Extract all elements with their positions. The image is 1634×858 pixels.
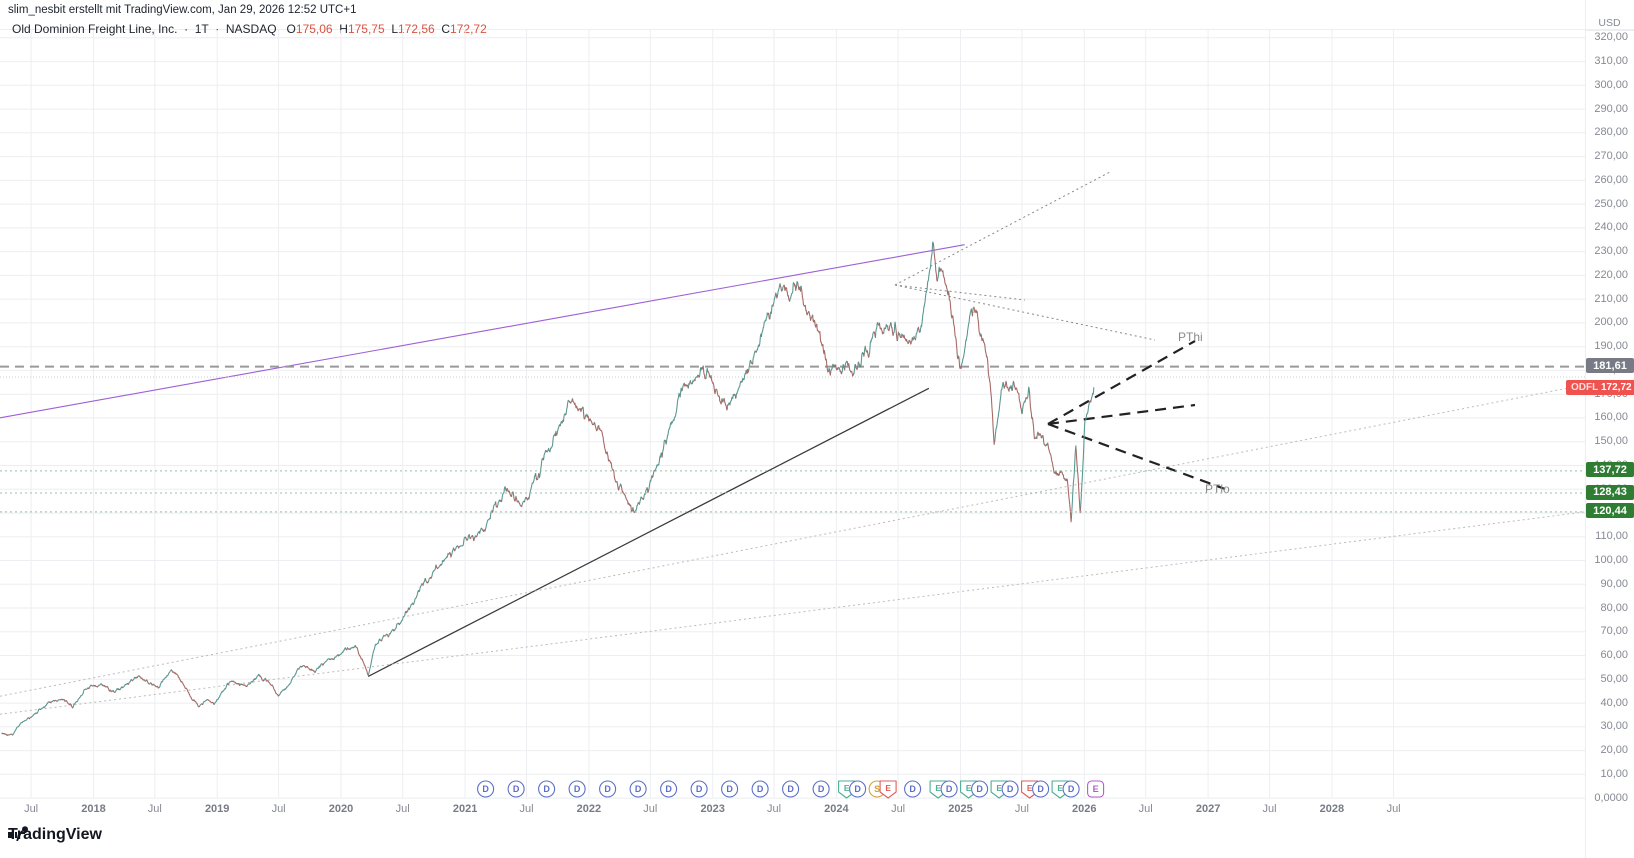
svg-text:D: D	[1068, 784, 1075, 794]
svg-text:S: S	[874, 784, 880, 794]
svg-text:E: E	[935, 783, 941, 793]
svg-text:D: D	[787, 784, 794, 794]
svg-text:E: E	[1057, 783, 1063, 793]
svg-text:D: D	[574, 784, 581, 794]
svg-text:D: D	[665, 784, 672, 794]
svg-text:D: D	[604, 784, 611, 794]
svg-text:D: D	[909, 784, 916, 794]
svg-text:E: E	[885, 783, 891, 793]
svg-text:D: D	[946, 784, 953, 794]
svg-text:E: E	[996, 783, 1002, 793]
svg-text:D: D	[635, 784, 642, 794]
svg-text:D: D	[757, 784, 764, 794]
svg-text:D: D	[482, 784, 489, 794]
svg-text:D: D	[543, 784, 550, 794]
svg-text:E: E	[966, 783, 972, 793]
svg-text:D: D	[818, 784, 825, 794]
svg-text:D: D	[854, 784, 861, 794]
svg-text:D: D	[513, 784, 520, 794]
svg-text:E: E	[844, 783, 850, 793]
svg-text:E: E	[1027, 783, 1033, 793]
svg-text:D: D	[726, 784, 733, 794]
svg-text:D: D	[976, 784, 983, 794]
svg-text:D: D	[1037, 784, 1044, 794]
svg-text:D: D	[696, 784, 703, 794]
svg-text:E: E	[1093, 784, 1099, 794]
svg-text:D: D	[1007, 784, 1014, 794]
